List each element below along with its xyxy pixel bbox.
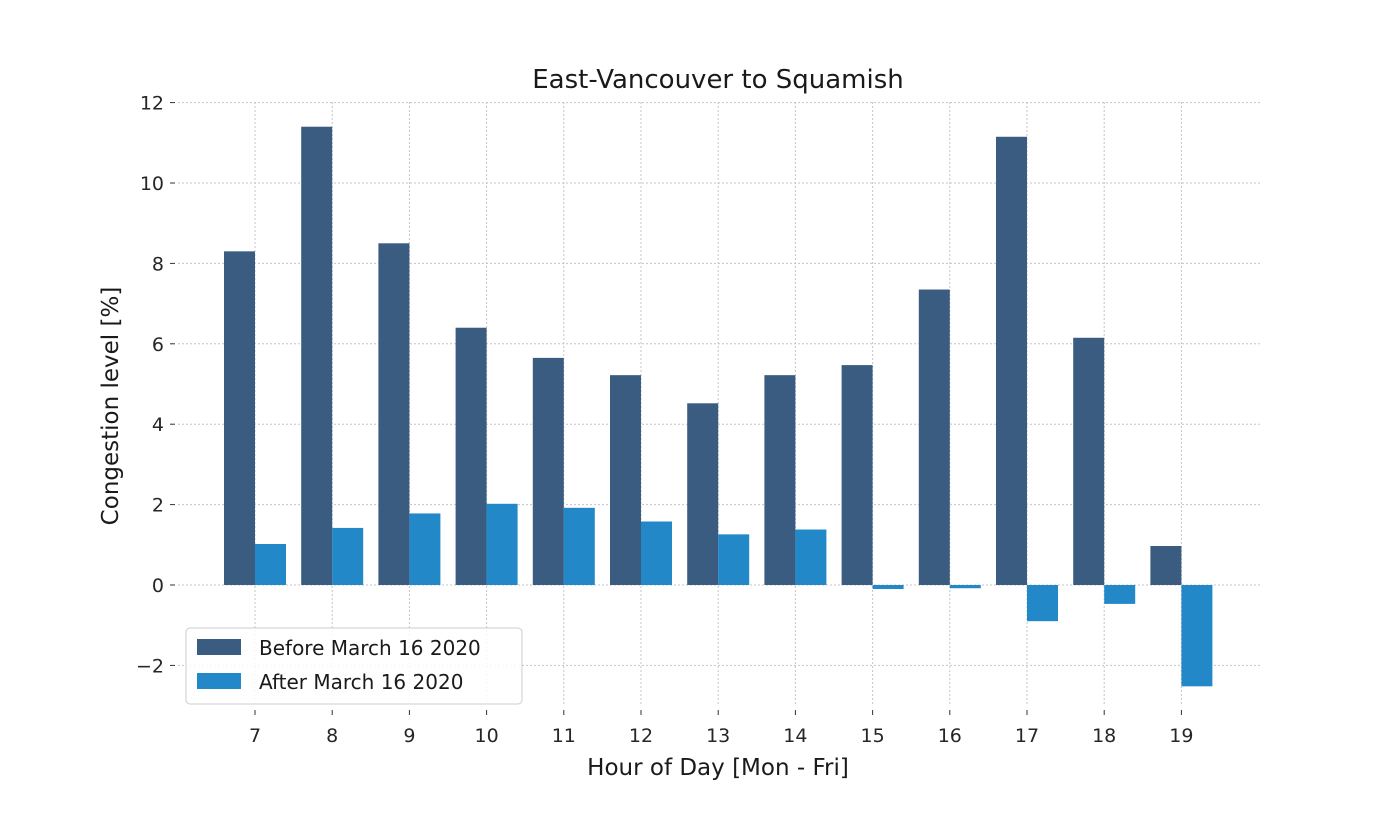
bar-before-18 (1073, 337, 1105, 585)
bar-after-17 (1027, 585, 1058, 622)
bar-before-10 (455, 327, 487, 585)
bar-before-8 (301, 126, 333, 585)
bar-after-13 (718, 534, 750, 585)
bar-before-9 (378, 243, 410, 586)
x-tick-label: 13 (706, 725, 730, 747)
y-tick-label: 10 (140, 173, 164, 195)
y-tick-label: 4 (152, 414, 164, 436)
x-tick-label: 9 (403, 725, 415, 747)
bar-before-17 (996, 136, 1027, 585)
x-tick-label: 10 (475, 725, 499, 747)
y-axis-ticks: −2 0 2 4 6 8 10 12 (136, 93, 175, 677)
bar-after-10 (486, 503, 518, 585)
bar-after-16 (949, 585, 981, 589)
bar-after-7 (255, 543, 286, 585)
x-tick-label: 8 (326, 725, 338, 747)
legend-swatch-before (197, 639, 241, 655)
bar-after-19 (1181, 585, 1213, 687)
bar-before-13 (687, 403, 719, 585)
legend-frame (185, 627, 523, 705)
y-tick-label: 12 (140, 93, 164, 115)
bar-after-9 (409, 513, 441, 585)
y-tick-label: 2 (152, 495, 164, 517)
y-tick-label: 6 (152, 334, 164, 356)
x-tick-label: 16 (938, 725, 962, 747)
legend-label-before: Before March 16 2020 (259, 636, 481, 660)
y-tick-label: 0 (152, 575, 164, 597)
x-tick-label: 12 (629, 725, 653, 747)
bar-before-19 (1150, 546, 1182, 585)
legend: Before March 16 2020 After March 16 2020 (185, 627, 523, 705)
chart-title: East-Vancouver to Squamish (532, 65, 904, 95)
x-tick-label: 7 (249, 725, 261, 747)
x-tick-label: 11 (552, 725, 576, 747)
bar-after-15 (872, 585, 904, 590)
bar-before-7 (224, 251, 255, 585)
x-tick-label: 19 (1169, 725, 1193, 747)
x-axis-label: Hour of Day [Mon - Fri] (587, 755, 849, 781)
y-tick-label: 8 (152, 253, 164, 275)
bar-before-15 (841, 365, 873, 585)
y-tick-label: −2 (136, 655, 164, 677)
bar-before-11 (532, 357, 564, 585)
x-tick-label: 15 (861, 725, 885, 747)
bar-after-12 (641, 521, 672, 585)
legend-label-after: After March 16 2020 (259, 670, 463, 694)
bar-after-18 (1104, 585, 1136, 604)
legend-swatch-after (197, 673, 241, 689)
x-axis-ticks: 7 8 9 10 11 12 13 14 15 16 17 18 19 (249, 710, 1193, 747)
bars (224, 126, 1213, 687)
x-tick-label: 14 (783, 725, 807, 747)
bar-before-12 (610, 375, 641, 585)
bar-before-14 (764, 375, 796, 585)
x-tick-label: 17 (1015, 725, 1039, 747)
bar-before-16 (918, 289, 950, 585)
bar-after-14 (795, 529, 827, 585)
x-tick-label: 18 (1092, 725, 1116, 747)
bar-after-11 (563, 507, 595, 585)
bar-after-8 (332, 527, 364, 585)
y-axis-label: Congestion level [%] (98, 287, 124, 526)
